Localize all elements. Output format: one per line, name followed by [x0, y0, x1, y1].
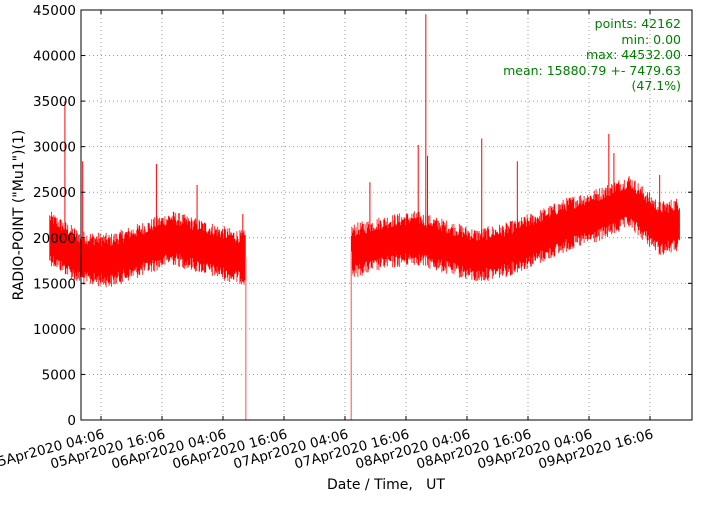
stats-max: max: 44532.00 — [585, 47, 681, 63]
stats-mean: mean: 15880.79 +- 7479.63 — [503, 62, 681, 78]
series-noise-band — [350, 176, 680, 281]
y-tick-label: 10000 — [33, 322, 76, 338]
y-tick-label: 30000 — [33, 140, 76, 156]
y-tick-label: 0 — [67, 413, 76, 429]
data-series — [49, 14, 681, 420]
x-axis-label: Date / Time, UT — [327, 477, 445, 493]
y-tick-label: 25000 — [33, 185, 76, 201]
plot-frame — [80, 9, 693, 421]
stats-percent: (47.1%) — [631, 78, 681, 94]
y-axis-label: RADIO-POINT ("Mu1")(1) — [11, 129, 27, 301]
stats-box: points: 42162 min: 0.00 max: 44532.00 me… — [503, 16, 681, 94]
y-tick-label: 35000 — [33, 94, 76, 110]
y-tick-label: 20000 — [33, 231, 76, 247]
y-axis-ticks: 0 5000 10000 15000 20000 25000 30000 35000 40000… — [33, 3, 692, 429]
y-tick-label: 15000 — [33, 276, 76, 292]
y-tick-label: 45000 — [33, 3, 76, 19]
stats-min: min: 0.00 — [621, 31, 681, 47]
y-tick-label: 5000 — [42, 367, 76, 383]
grid-lines — [81, 10, 692, 420]
y-tick-label: 40000 — [33, 49, 76, 65]
stats-points: points: 42162 — [594, 16, 681, 31]
series-noise-band — [49, 211, 246, 288]
